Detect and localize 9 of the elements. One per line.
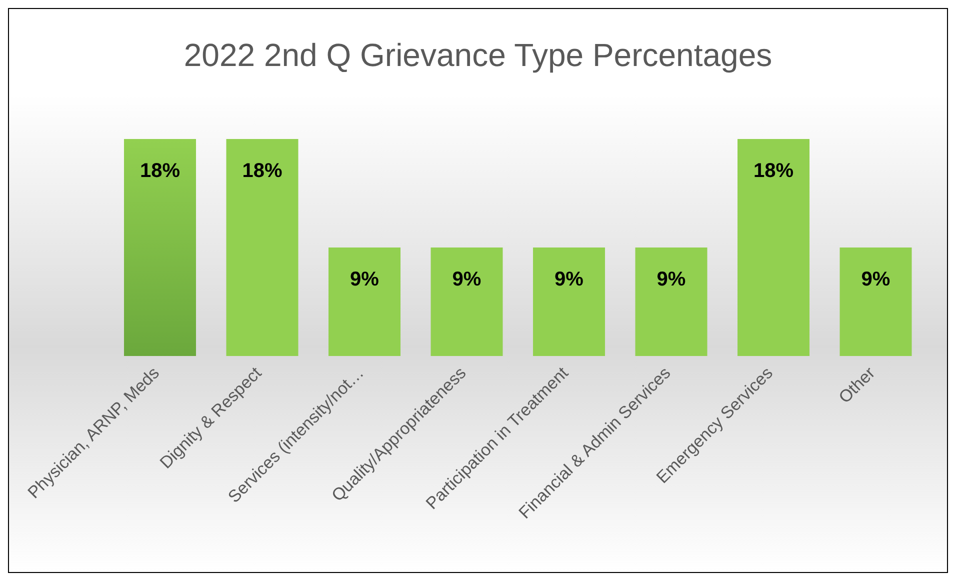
data-label: 18% (242, 160, 282, 182)
chart-title: 2022 2nd Q Grievance Type Percentages (182, 37, 774, 74)
data-label: 18% (753, 160, 794, 182)
data-label: 9% (656, 268, 686, 290)
data-label: 9% (452, 268, 482, 290)
data-label: 9% (350, 268, 380, 290)
data-label: 18% (140, 160, 180, 182)
data-label: 9% (861, 268, 890, 290)
data-label: 9% (554, 268, 584, 290)
